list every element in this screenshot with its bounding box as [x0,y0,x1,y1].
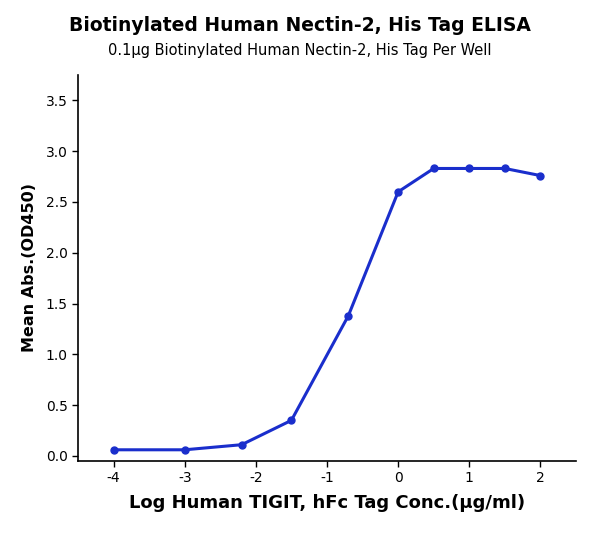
Point [429,164,439,173]
Point [394,188,403,196]
Point [109,445,118,454]
Text: Biotinylated Human Nectin-2, His Tag ELISA: Biotinylated Human Nectin-2, His Tag ELI… [69,16,531,35]
Point [464,164,474,173]
Text: 0.1μg Biotinylated Human Nectin-2, His Tag Per Well: 0.1μg Biotinylated Human Nectin-2, His T… [108,43,492,58]
Point [344,311,353,320]
X-axis label: Log Human TIGIT, hFc Tag Conc.(μg/ml): Log Human TIGIT, hFc Tag Conc.(μg/ml) [129,494,525,512]
Point [536,172,545,180]
Point [287,416,296,425]
Y-axis label: Mean Abs.(OD450): Mean Abs.(OD450) [22,183,37,353]
Point [237,441,247,449]
Point [180,445,190,454]
Point [500,164,509,173]
